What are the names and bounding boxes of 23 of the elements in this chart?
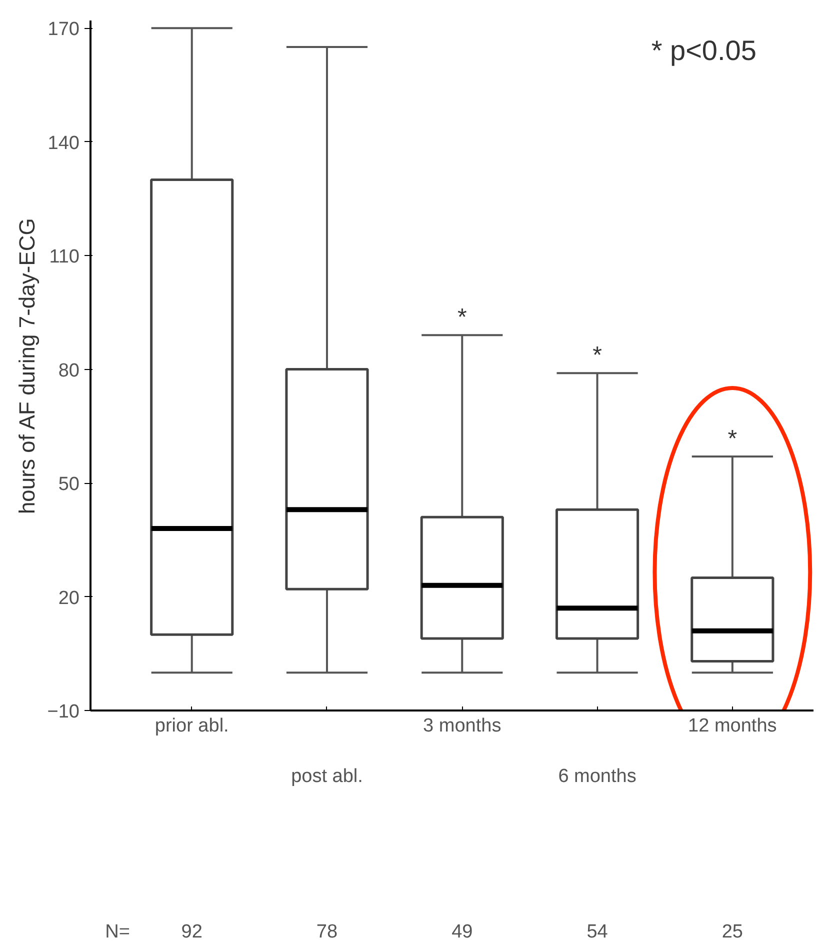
y-tick-label: 170	[48, 19, 80, 40]
x-tick-label: post abl.	[291, 766, 363, 787]
text: 92	[181, 922, 202, 942]
x-tick-label: 6 months	[558, 766, 636, 787]
text: N=	[105, 922, 130, 942]
text: 49	[452, 922, 473, 942]
annotation: * p<0.05	[651, 34, 756, 66]
y-tick-label: −10	[47, 702, 80, 722]
x-tick-label: 12 months	[688, 716, 777, 736]
y-tick-label: 20	[58, 588, 80, 609]
x-tick-label: prior abl.	[154, 716, 229, 736]
y-tick-label: 110	[49, 246, 80, 268]
x-tick-label: 3 months	[423, 716, 502, 736]
annotation: *	[592, 342, 602, 370]
text: 54	[586, 922, 608, 942]
text: 78	[316, 922, 338, 942]
annotation: *	[728, 425, 738, 452]
text: 25	[722, 922, 743, 942]
y-tick-label: 80	[58, 360, 80, 382]
annotation: *	[457, 304, 467, 332]
y-axis-title: hours of AF during 7-day-ECG	[14, 218, 40, 514]
y-tick-label: 140	[48, 132, 80, 154]
y-tick-label: 50	[58, 474, 80, 496]
